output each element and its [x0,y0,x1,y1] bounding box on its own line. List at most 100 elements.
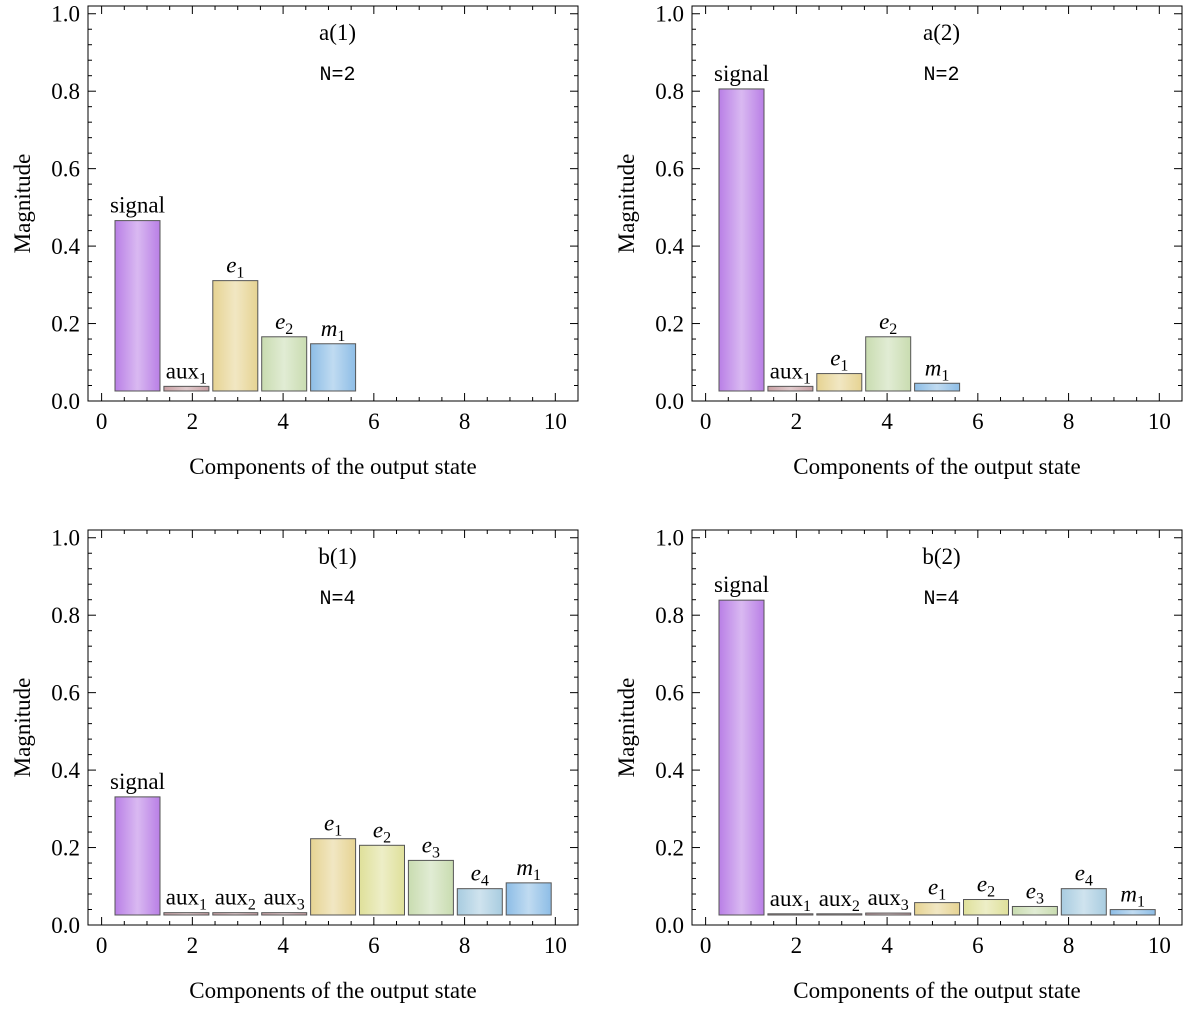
bar-label: signal [714,572,769,597]
y-tick-label: 0.6 [51,157,80,182]
y-tick-label: 0.6 [51,681,80,706]
bar [718,88,765,392]
bar-label: e2 [373,817,391,846]
bar-label: e1 [928,875,946,904]
bars: signal aux1 e1 e2 m1 [110,193,357,392]
x-tick-label: 8 [1063,933,1075,958]
x-tick-label: 0 [700,409,712,434]
bar-label: aux1 [770,358,811,387]
plot-frame [87,529,579,926]
y-tick-label: 0.8 [51,79,80,104]
x-tick-label: 0 [700,933,712,958]
bar-label: e4 [1075,861,1093,890]
bar [1109,909,1156,916]
y-tick-label: 1.0 [51,2,80,27]
bar [718,599,765,916]
bar [114,220,161,392]
y-tick-label: 0.6 [655,157,684,182]
y-axis-label: Magnitude [10,154,35,254]
x-tick-label: 8 [459,409,471,434]
x-axis-label: Components of the output state [189,978,476,1003]
x-tick-label: 10 [544,933,567,958]
panel-a1: a(1) N=2 Components of the output state … [10,2,579,479]
bar [1011,905,1058,916]
bar-label: e2 [275,309,293,338]
panel-subtitle: N=2 [924,64,960,87]
bar [816,373,863,392]
bar [865,336,912,392]
x-tick-label: 10 [544,409,567,434]
x-axis-label: Components of the output state [189,454,476,479]
bar [261,336,308,392]
bar-label: e3 [1026,878,1044,907]
bar [767,385,814,392]
x-tick-label: 2 [791,933,803,958]
panel-subtitle: N=4 [924,588,960,611]
y-tick-label: 0.4 [655,234,684,259]
panel-b1: b(1) N=4 Components of the output state … [10,526,579,1003]
bar [767,913,814,916]
y-tick-label: 0.0 [655,913,684,938]
x-tick-label: 0 [96,933,108,958]
bar-label: e4 [471,861,489,890]
bar [114,796,161,916]
bars: signal aux1 aux2 aux3 e1 e2 e3 e4 m1 [110,769,552,916]
plot-frame [87,5,579,402]
panel-title: b(2) [922,544,960,569]
plot-frame [691,5,1183,402]
bar [1060,888,1107,916]
panel-a2: a(2) N=2 Components of the output state … [614,2,1183,479]
bar-label: e1 [324,811,342,840]
axis-ticks: 0.0 0.2 0.4 0.6 0.8 1.0 0 2 4 6 8 10 [655,526,1182,958]
panel-b2: b(2) N=4 Components of the output state … [614,526,1183,1003]
panel-subtitle: N=4 [320,588,356,611]
bar [963,899,1009,916]
y-tick-label: 0.2 [51,836,80,861]
bar-label: aux3 [264,885,305,914]
bar-label: signal [110,769,165,794]
bar [407,859,454,916]
y-tick-label: 0.4 [51,758,80,783]
y-tick-label: 0.0 [51,913,80,938]
x-tick-label: 8 [459,933,471,958]
bar-label: m1 [516,855,541,884]
x-tick-label: 10 [1148,933,1171,958]
bar-label: e1 [830,346,848,375]
bar [456,888,503,916]
bar-label: e3 [422,832,440,861]
bars: signal aux1 aux2 aux3 e1 e2 e3 e4 m1 [714,572,1156,916]
y-tick-label: 1.0 [655,2,684,27]
x-tick-label: 4 [881,409,893,434]
x-tick-label: 6 [972,933,984,958]
y-axis-label: Magnitude [614,154,639,254]
panel-title: a(1) [319,20,356,45]
bar [505,882,552,916]
axis-ticks: 0.0 0.2 0.4 0.6 0.8 1.0 0 2 4 6 8 10 [51,526,578,958]
bar [865,912,912,916]
x-tick-label: 4 [277,409,289,434]
bar [163,385,210,392]
bar [212,912,259,916]
x-tick-label: 2 [791,409,803,434]
bar [163,912,210,916]
panel-subtitle: N=2 [320,64,356,87]
x-tick-label: 2 [187,409,199,434]
bar-label: signal [110,193,165,218]
y-tick-label: 0.0 [51,389,80,414]
bar [359,844,405,916]
y-tick-label: 0.2 [51,312,80,337]
y-tick-label: 0.2 [655,312,684,337]
bar [816,913,863,916]
y-tick-label: 0.6 [655,681,684,706]
bar [914,902,961,916]
y-axis-label: Magnitude [10,678,35,778]
bar-label: m1 [321,316,346,345]
y-tick-label: 0.8 [655,79,684,104]
bar-label: signal [714,61,769,86]
bar-label: aux1 [166,358,207,387]
y-tick-label: 0.4 [655,758,684,783]
y-tick-label: 0.0 [655,389,684,414]
x-tick-label: 0 [96,409,108,434]
bar [914,382,961,392]
